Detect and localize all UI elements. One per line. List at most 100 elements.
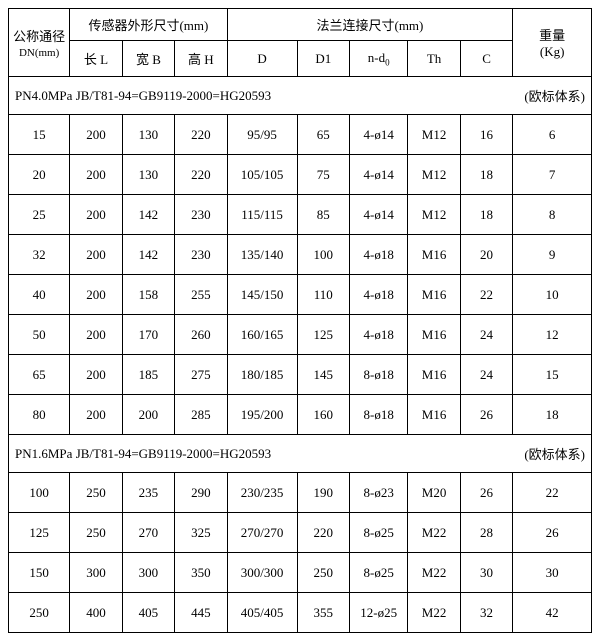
cell-L: 400 bbox=[70, 593, 122, 633]
table-row: 1520013022095/95654-ø14M12166 bbox=[9, 115, 592, 155]
section-std: JB/T81-94=GB9119-2000=HG20593 bbox=[70, 435, 461, 473]
cell-H: 255 bbox=[175, 275, 227, 315]
cell-B: 130 bbox=[122, 115, 174, 155]
table-row: 150300300350300/3002508-ø25M223030 bbox=[9, 553, 592, 593]
cell-nd0: 4-ø18 bbox=[350, 275, 408, 315]
table-row: 125250270325270/2702208-ø25M222826 bbox=[9, 513, 592, 553]
cell-Th: M16 bbox=[408, 235, 460, 275]
cell-D1: 190 bbox=[297, 473, 349, 513]
cell-nd0: 4-ø18 bbox=[350, 235, 408, 275]
cell-B: 142 bbox=[122, 235, 174, 275]
col-C: C bbox=[460, 41, 512, 77]
spec-table: 公称通径 DN(mm) 传感器外形尺寸(mm) 法兰连接尺寸(mm) 重量 (K… bbox=[8, 8, 592, 633]
section-header: PN1.6MPaJB/T81-94=GB9119-2000=HG20593(欧标… bbox=[9, 435, 592, 473]
cell-dn: 15 bbox=[9, 115, 70, 155]
cell-dn: 20 bbox=[9, 155, 70, 195]
table-row: 80200200285195/2001608-ø18M162618 bbox=[9, 395, 592, 435]
cell-W: 22 bbox=[513, 473, 592, 513]
cell-D1: 75 bbox=[297, 155, 349, 195]
col-D: D bbox=[227, 41, 297, 77]
cell-W: 42 bbox=[513, 593, 592, 633]
cell-dn: 250 bbox=[9, 593, 70, 633]
cell-C: 28 bbox=[460, 513, 512, 553]
cell-dn: 50 bbox=[9, 315, 70, 355]
col-dn: 公称通径 DN(mm) bbox=[9, 9, 70, 77]
cell-nd0: 8-ø18 bbox=[350, 395, 408, 435]
cell-C: 26 bbox=[460, 473, 512, 513]
cell-dn: 25 bbox=[9, 195, 70, 235]
col-D1: D1 bbox=[297, 41, 349, 77]
cell-D1: 220 bbox=[297, 513, 349, 553]
table-row: 100250235290230/2351908-ø23M202622 bbox=[9, 473, 592, 513]
cell-L: 200 bbox=[70, 195, 122, 235]
weight-label: 重量 bbox=[539, 28, 565, 43]
cell-D1: 250 bbox=[297, 553, 349, 593]
col-weight: 重量 (Kg) bbox=[513, 9, 592, 77]
col-L: 长 L bbox=[70, 41, 122, 77]
col-nd0: n-d0 bbox=[350, 41, 408, 77]
col-Th: Th bbox=[408, 41, 460, 77]
cell-dn: 125 bbox=[9, 513, 70, 553]
cell-C: 32 bbox=[460, 593, 512, 633]
cell-D: 405/405 bbox=[227, 593, 297, 633]
cell-W: 30 bbox=[513, 553, 592, 593]
cell-B: 185 bbox=[122, 355, 174, 395]
cell-B: 300 bbox=[122, 553, 174, 593]
cell-Th: M16 bbox=[408, 395, 460, 435]
cell-H: 230 bbox=[175, 235, 227, 275]
cell-L: 200 bbox=[70, 235, 122, 275]
cell-Th: M16 bbox=[408, 355, 460, 395]
cell-nd0: 4-ø18 bbox=[350, 315, 408, 355]
cell-D: 95/95 bbox=[227, 115, 297, 155]
cell-D: 195/200 bbox=[227, 395, 297, 435]
section-header: PN4.0MPaJB/T81-94=GB9119-2000=HG20593(欧标… bbox=[9, 77, 592, 115]
cell-L: 300 bbox=[70, 553, 122, 593]
cell-W: 15 bbox=[513, 355, 592, 395]
cell-H: 230 bbox=[175, 195, 227, 235]
cell-D1: 85 bbox=[297, 195, 349, 235]
cell-L: 200 bbox=[70, 275, 122, 315]
cell-C: 20 bbox=[460, 235, 512, 275]
table-row: 20200130220105/105754-ø14M12187 bbox=[9, 155, 592, 195]
cell-Th: M12 bbox=[408, 155, 460, 195]
cell-H: 350 bbox=[175, 553, 227, 593]
cell-B: 130 bbox=[122, 155, 174, 195]
cell-dn: 65 bbox=[9, 355, 70, 395]
cell-Th: M22 bbox=[408, 553, 460, 593]
cell-Th: M12 bbox=[408, 195, 460, 235]
cell-L: 200 bbox=[70, 115, 122, 155]
table-row: 250400405445405/40535512-ø25M223242 bbox=[9, 593, 592, 633]
cell-dn: 80 bbox=[9, 395, 70, 435]
col-B: 宽 B bbox=[122, 41, 174, 77]
dn-label: 公称通径 bbox=[13, 29, 65, 44]
cell-D1: 65 bbox=[297, 115, 349, 155]
cell-dn: 40 bbox=[9, 275, 70, 315]
section-std: JB/T81-94=GB9119-2000=HG20593 bbox=[70, 77, 461, 115]
cell-L: 200 bbox=[70, 355, 122, 395]
cell-H: 325 bbox=[175, 513, 227, 553]
cell-Th: M22 bbox=[408, 513, 460, 553]
cell-D1: 110 bbox=[297, 275, 349, 315]
cell-W: 12 bbox=[513, 315, 592, 355]
cell-W: 8 bbox=[513, 195, 592, 235]
cell-nd0: 4-ø14 bbox=[350, 115, 408, 155]
cell-B: 405 bbox=[122, 593, 174, 633]
cell-dn: 32 bbox=[9, 235, 70, 275]
cell-nd0: 8-ø23 bbox=[350, 473, 408, 513]
cell-H: 285 bbox=[175, 395, 227, 435]
cell-W: 18 bbox=[513, 395, 592, 435]
cell-W: 26 bbox=[513, 513, 592, 553]
section-pn: PN4.0MPa bbox=[9, 77, 70, 115]
cell-D: 230/235 bbox=[227, 473, 297, 513]
dn-sub: DN(mm) bbox=[9, 47, 69, 59]
cell-D1: 100 bbox=[297, 235, 349, 275]
cell-C: 18 bbox=[460, 155, 512, 195]
cell-W: 7 bbox=[513, 155, 592, 195]
cell-nd0: 12-ø25 bbox=[350, 593, 408, 633]
cell-D: 300/300 bbox=[227, 553, 297, 593]
cell-dn: 150 bbox=[9, 553, 70, 593]
col-flange-group: 法兰连接尺寸(mm) bbox=[227, 9, 513, 41]
cell-Th: M22 bbox=[408, 593, 460, 633]
section-pn: PN1.6MPa bbox=[9, 435, 70, 473]
cell-L: 200 bbox=[70, 155, 122, 195]
